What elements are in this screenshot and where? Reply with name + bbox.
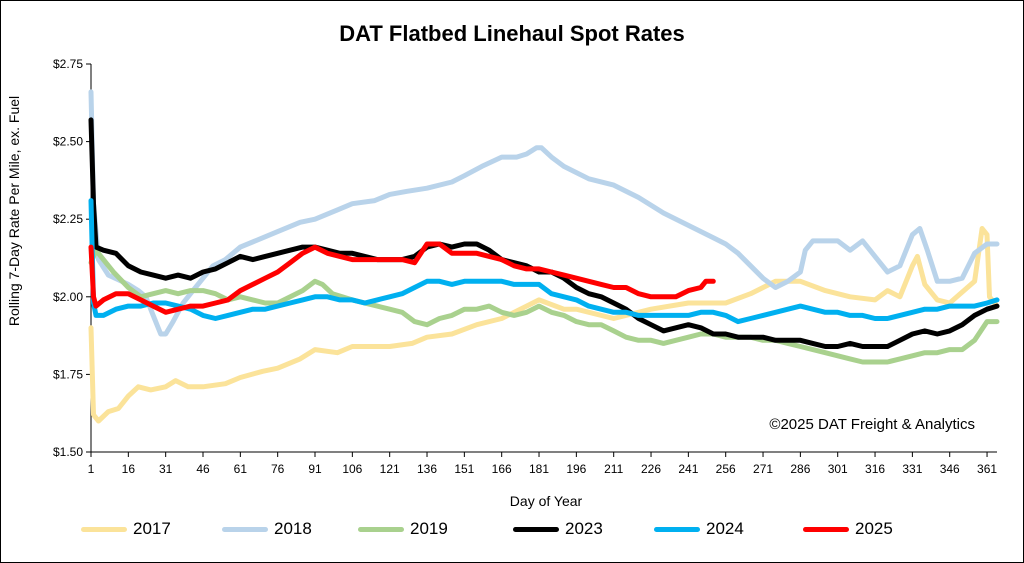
chart-axes: $1.50 $1.75 $2.00 $2.25 $2.50 $2.75 1 16 31 46 61 7…: [53, 57, 997, 476]
chart-series: [88, 89, 1000, 424]
x-tick-label: 1: [88, 462, 95, 476]
y-tick-label: $2.50: [53, 135, 83, 149]
series-line-2017: [88, 226, 1000, 424]
x-tick-label: 61: [234, 462, 248, 476]
y-tick-label: $1.50: [53, 445, 83, 459]
legend-label: 2023: [565, 519, 603, 538]
x-tick-label: 361: [977, 462, 997, 476]
series-line-2023: [88, 117, 1000, 349]
x-tick-label: 301: [828, 462, 848, 476]
y-tick-label: $2.00: [53, 290, 83, 304]
x-tick-label: 181: [529, 462, 549, 476]
legend-label: 2019: [410, 519, 448, 538]
y-tick-label: $2.25: [53, 212, 83, 226]
x-tick-label: 121: [380, 462, 400, 476]
x-tick-label: 346: [940, 462, 960, 476]
x-tick-label: 211: [604, 462, 623, 476]
x-tick-label: 241: [678, 462, 698, 476]
x-tick-label: 256: [716, 462, 736, 476]
legend-label: 2025: [855, 519, 893, 538]
legend-item-2023: 2023: [513, 519, 603, 539]
x-axis-title: Day of Year: [509, 493, 583, 509]
legend-swatch: [513, 526, 559, 532]
x-tick-label: 331: [902, 462, 922, 476]
legend-swatch: [81, 526, 127, 532]
legend-item-2017: 2017: [81, 519, 171, 539]
x-tick-label: 196: [566, 462, 586, 476]
y-tick-label: $1.75: [53, 367, 83, 381]
legend-item-2019: 2019: [358, 519, 448, 539]
legend-item-2018: 2018: [222, 519, 312, 539]
legend-swatch: [803, 526, 849, 532]
x-tick-label: 106: [342, 462, 362, 476]
y-tick-label: $2.75: [53, 57, 83, 71]
x-tick-label: 46: [196, 462, 210, 476]
x-tick-label: 166: [492, 462, 512, 476]
x-tick-label: 286: [790, 462, 810, 476]
copyright-annotation: ©2025 DAT Freight & Analytics: [769, 416, 975, 433]
legend-swatch: [222, 526, 268, 532]
legend-swatch: [358, 526, 404, 532]
chart-title: DAT Flatbed Linehaul Spot Rates: [339, 21, 685, 46]
legend-item-2024: 2024: [654, 519, 744, 539]
x-tick-label: 31: [159, 462, 173, 476]
legend-label: 2017: [133, 519, 171, 538]
series-line-2018: [88, 89, 1000, 337]
legend-swatch: [654, 526, 700, 532]
x-tick-label: 226: [641, 462, 661, 476]
chart-legend: 2017 2018 2019 2023 2024 2025: [1, 519, 1023, 549]
series-line-2024: [88, 198, 1000, 325]
legend-label: 2024: [706, 519, 744, 538]
series-line-2025: [88, 241, 716, 315]
x-tick-label: 151: [454, 462, 474, 476]
x-tick-label: 316: [865, 462, 885, 476]
x-tick-label: 76: [271, 462, 285, 476]
x-tick-label: 271: [753, 462, 773, 476]
x-tick-label: 16: [122, 462, 136, 476]
legend-item-2025: 2025: [803, 519, 893, 539]
x-tick-label: 91: [308, 462, 322, 476]
x-tick-label: 136: [417, 462, 437, 476]
legend-label: 2018: [274, 519, 312, 538]
